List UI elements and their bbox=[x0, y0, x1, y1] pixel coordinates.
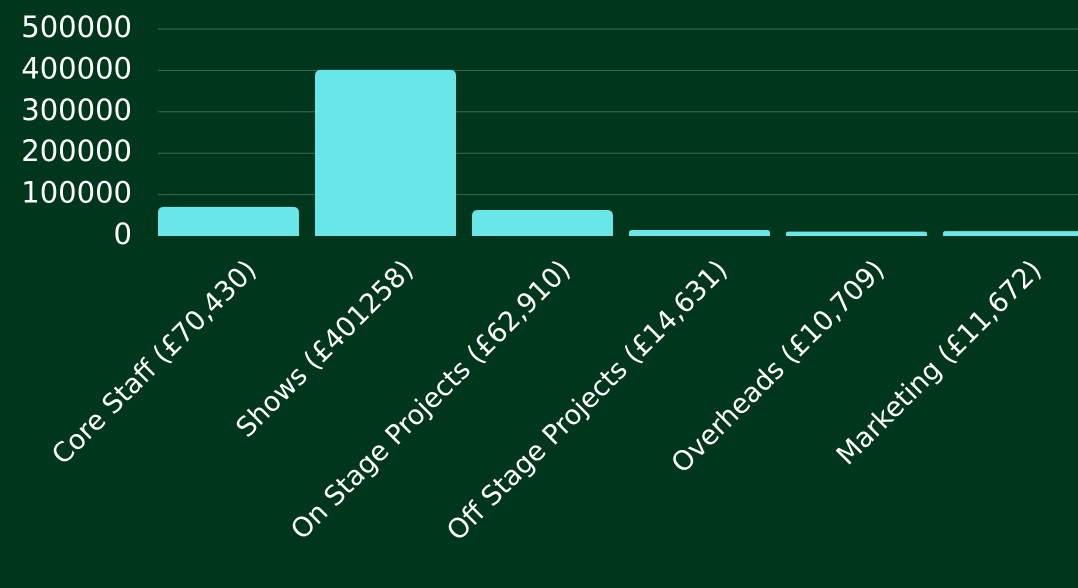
bar-2 bbox=[472, 209, 613, 236]
y-tick-label: 300000 bbox=[21, 93, 132, 127]
x-category-label: Core Staff (£70,430) bbox=[46, 254, 263, 471]
y-tick-label: 0 bbox=[114, 217, 132, 251]
bar-1 bbox=[315, 69, 456, 237]
y-tick-label: 500000 bbox=[21, 10, 132, 44]
gridlines bbox=[158, 28, 1078, 196]
x-category-label: On Stage Projects (£62,910) bbox=[285, 254, 577, 546]
x-category-label: Off Stage Projects (£14,631) bbox=[441, 254, 734, 547]
bars bbox=[158, 69, 1078, 237]
y-tick-label: 100000 bbox=[21, 176, 132, 210]
bar-5 bbox=[943, 231, 1078, 236]
bar-0 bbox=[158, 206, 299, 236]
bar-3 bbox=[629, 229, 770, 236]
x-axis: Core Staff (£70,430)Shows (£401258)On St… bbox=[46, 254, 1048, 547]
y-axis: 0 100000 200000 300000 400000 500000 bbox=[21, 10, 132, 251]
y-tick-label: 400000 bbox=[21, 51, 132, 85]
y-tick-label: 200000 bbox=[21, 134, 132, 168]
x-category-label: Shows (£401258) bbox=[230, 254, 419, 443]
bar-4 bbox=[786, 231, 927, 236]
